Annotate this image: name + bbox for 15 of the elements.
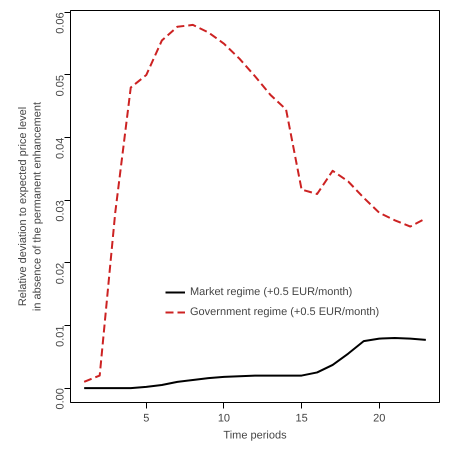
x-tick-label: 10 (218, 412, 230, 424)
legend-label: Market regime (+0.5 EUR/month) (190, 286, 352, 298)
x-axis-title: Time periods (223, 430, 288, 442)
x-tick-label: 15 (295, 412, 308, 424)
y-tick-label: 0.06 (54, 12, 66, 34)
y-axis-title: Relative deviation to expected price level in absence of the permanent enhancement (17, 102, 44, 312)
y-tick-label: 0.05 (54, 74, 66, 96)
y-tick-label: 0.01 (54, 325, 66, 347)
x-tick-label: 20 (373, 412, 386, 424)
y-tick-label: 0.03 (54, 200, 66, 222)
y-tick-label: 0.00 (54, 388, 66, 410)
x-tick-label: 5 (143, 412, 150, 424)
legend-label: Government regime (+0.5 EUR/month) (190, 306, 380, 318)
y-tick-label: 0.02 (54, 262, 66, 284)
y-tick-label: 0.04 (54, 138, 66, 160)
